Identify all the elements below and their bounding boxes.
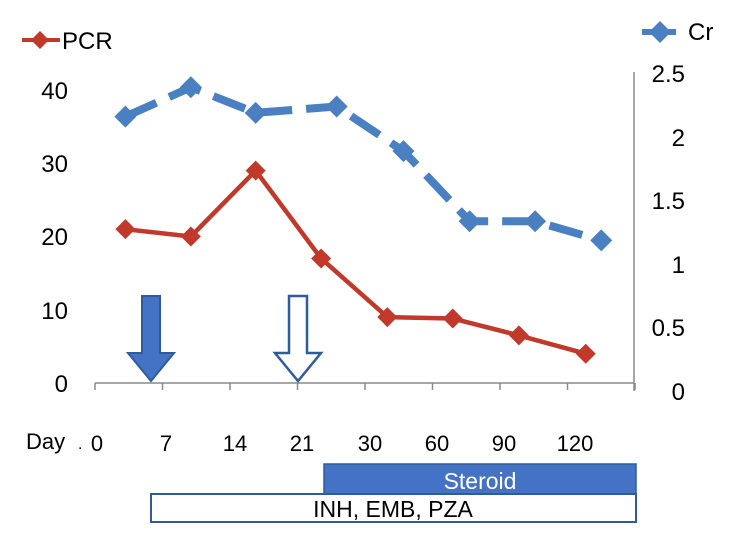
x-axis-title: Day	[26, 429, 65, 454]
cr-series	[114, 76, 613, 252]
x-tick-label: 90	[492, 431, 516, 456]
inh-emb-pza-bar-label: INH, EMB, PZA	[313, 496, 473, 522]
arrow-down-outline-icon	[272, 294, 324, 383]
x-tick-label: 0	[91, 431, 103, 456]
y-right-tick-label: 2.5	[652, 61, 685, 88]
x-axis-ticks	[94, 383, 636, 390]
pcr-point	[311, 248, 332, 269]
legend-pcr: PCR	[22, 28, 113, 55]
x-tick-label: 30	[358, 431, 382, 456]
y-axis-left-labels: 0 10 20 30 40	[41, 78, 68, 398]
x-tick-label: 120	[557, 431, 594, 456]
y-right-tick-label: 0	[672, 379, 685, 406]
down-arrow-outline	[272, 294, 324, 383]
steroid-bar-rect	[323, 463, 637, 495]
cr-point	[524, 210, 547, 233]
pcr-point	[575, 343, 596, 364]
y-left-tick-label: 0	[55, 371, 68, 398]
cr-point	[590, 229, 613, 252]
legend-pcr-marker	[31, 31, 49, 49]
down-arrow-filled	[125, 295, 177, 383]
x-axis-origin-dot: .	[78, 436, 82, 453]
steroid-bar: Steroid	[323, 463, 637, 495]
y-right-tick-label: 1	[672, 252, 685, 279]
y-right-tick-label: 2	[672, 125, 685, 152]
pcr-point	[115, 219, 136, 240]
legend-cr-marker	[649, 21, 671, 43]
y-left-tick-label: 40	[41, 78, 68, 105]
steroid-bar-label: Steroid	[444, 468, 517, 494]
pcr-point	[180, 226, 201, 247]
arrow-down-icon	[125, 295, 177, 383]
y-left-tick-label: 10	[41, 298, 68, 325]
pcr-point	[377, 307, 398, 328]
y-right-tick-label: 1.5	[652, 188, 685, 215]
pcr-point	[442, 308, 463, 329]
x-tick-label: 21	[290, 431, 314, 456]
y-right-tick-label: 0.5	[652, 315, 685, 342]
cr-point	[179, 76, 202, 99]
x-tick-label: 14	[223, 431, 247, 456]
cr-point	[114, 105, 137, 128]
legend-pcr-label: PCR	[62, 28, 113, 55]
y-axis-right-labels: 0 0.5 1 1.5 2 2.5	[652, 61, 685, 406]
y-left-tick-label: 20	[41, 224, 68, 251]
x-tick-label: 7	[160, 431, 172, 456]
y-left-tick-label: 30	[41, 151, 68, 178]
legend-cr-label: Cr	[688, 19, 713, 46]
cr-point	[244, 101, 267, 124]
x-tick-label: 60	[425, 431, 449, 456]
x-axis-labels: Day . 0 7 14 21 30 60 90 120	[26, 429, 593, 456]
pcr-point	[508, 325, 529, 346]
pcr-series	[115, 160, 596, 364]
cr-point	[458, 210, 481, 233]
pcr-line	[125, 168, 587, 356]
cr-point	[392, 140, 415, 163]
pcr-point	[245, 160, 266, 181]
legend-cr: Cr	[642, 19, 713, 46]
inh-emb-pza-bar: INH, EMB, PZA	[150, 493, 637, 523]
inh-emb-pza-bar-rect	[150, 493, 637, 523]
cr-point	[325, 95, 348, 118]
